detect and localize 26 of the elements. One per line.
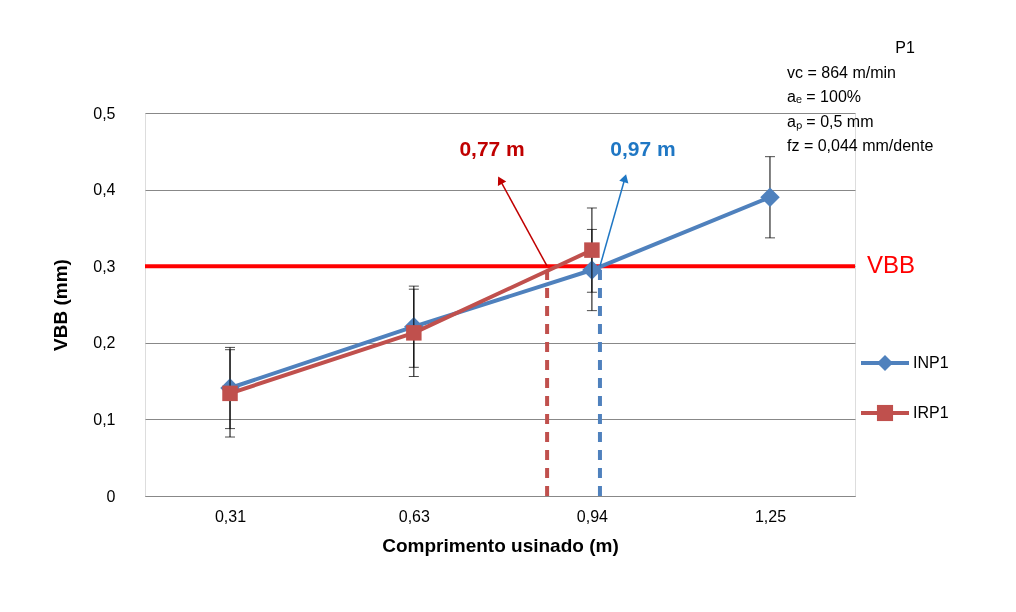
y-axis-title: VBB (mm) bbox=[50, 259, 72, 351]
x-tick-label: 0,31 bbox=[214, 507, 247, 525]
y-tick-label: 0,5 bbox=[93, 104, 116, 122]
text: vc = 864 m/min bbox=[787, 63, 896, 81]
x-tick-label: 1,25 bbox=[754, 507, 787, 525]
point bbox=[584, 242, 600, 258]
text: P1 bbox=[895, 39, 915, 56]
y-tick-label: 0,1 bbox=[93, 410, 116, 428]
legend-label: INP1 bbox=[913, 354, 949, 371]
annotation: 0,97 m bbox=[610, 137, 676, 161]
legend-label: IRP1 bbox=[913, 404, 949, 421]
y-tick-label: 0,3 bbox=[93, 257, 116, 275]
x-axis-title: Comprimento usinado (m) bbox=[382, 534, 619, 556]
y-tick-label: 0,4 bbox=[93, 181, 116, 199]
point bbox=[406, 325, 422, 341]
point bbox=[760, 187, 780, 208]
annotation: fz = 0,044 mm/dente bbox=[787, 137, 934, 154]
point bbox=[222, 385, 238, 402]
y-tick-label: 0 bbox=[106, 487, 116, 505]
text: aₑ = 100% bbox=[787, 88, 861, 105]
x-tick-label: 0,94 bbox=[576, 507, 609, 525]
ref-line-label: VBB bbox=[867, 251, 916, 279]
annotation: aₚ = 0,5 mm bbox=[787, 112, 874, 131]
y-tick-label: 0,2 bbox=[93, 334, 116, 352]
x-tick-label: 0,63 bbox=[398, 507, 431, 525]
annotation: 0,77 m bbox=[459, 137, 525, 161]
